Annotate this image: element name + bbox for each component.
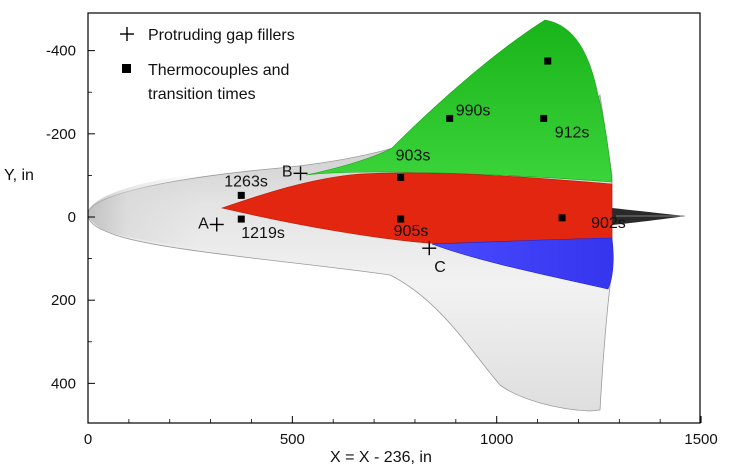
x-tick-label: 1000 bbox=[480, 431, 513, 448]
x-tick-label: 1500 bbox=[684, 431, 717, 448]
blue-region bbox=[431, 237, 614, 290]
gap-filler-marker bbox=[422, 241, 437, 256]
legend-cross-marker bbox=[120, 27, 134, 41]
thermocouple-marker bbox=[540, 114, 548, 122]
y-tick-label: 0 bbox=[68, 209, 76, 226]
x-axis: 0 500 1000 1500 bbox=[84, 416, 718, 448]
legend-label-thermocouples: Thermocouples and bbox=[148, 62, 289, 79]
thermocouple-marker bbox=[397, 173, 405, 181]
y-tick-label: -400 bbox=[46, 43, 76, 60]
legend-label-gap-fillers: Protruding gap fillers bbox=[148, 27, 295, 44]
nose-shading bbox=[88, 174, 200, 248]
gap-filler-label: B bbox=[282, 163, 293, 180]
y-axis: -400 -200 0 200 400 bbox=[46, 43, 95, 392]
thermocouple-marker bbox=[544, 57, 552, 65]
thermocouple-time-label: 1263s bbox=[224, 173, 268, 190]
gap-filler-marker bbox=[209, 217, 224, 232]
thermocouple-marker bbox=[558, 214, 566, 222]
markers: A B C 1263s 1219s 903s 905s 990s 912s 902s bbox=[198, 57, 626, 276]
y-axis-title: Y, in bbox=[4, 167, 34, 184]
thermocouple-time-label: 1219s bbox=[241, 225, 285, 242]
y-tick-label: 400 bbox=[51, 375, 76, 392]
thermocouple-time-label: 903s bbox=[396, 147, 431, 164]
legend: Protruding gap fillers Thermocouples and… bbox=[120, 27, 295, 103]
x-tick-label: 500 bbox=[280, 431, 305, 448]
thermocouple-time-label: 990s bbox=[456, 102, 491, 119]
thermocouple-marker bbox=[237, 191, 245, 199]
legend-square-marker bbox=[122, 64, 131, 73]
tail-tip-region bbox=[612, 208, 686, 225]
legend-label-thermocouples-line2: transition times bbox=[148, 86, 256, 103]
thermocouple-marker bbox=[397, 215, 405, 223]
x-axis-title: X = X - 236, in bbox=[330, 449, 432, 466]
gap-filler-label: A bbox=[198, 215, 209, 232]
plot-frame bbox=[87, 12, 701, 424]
plot-area bbox=[87, 19, 686, 412]
thermocouple-marker bbox=[237, 215, 245, 223]
green-region bbox=[305, 19, 613, 183]
x-tick-label: 0 bbox=[84, 431, 92, 448]
gap-filler-marker bbox=[293, 166, 308, 181]
y-tick-label: -200 bbox=[46, 126, 76, 143]
thermocouple-time-label: 912s bbox=[555, 124, 590, 141]
gap-filler-label: C bbox=[434, 259, 446, 276]
y-tick-label: 200 bbox=[51, 292, 76, 309]
thermocouple-marker bbox=[446, 114, 454, 122]
thermocouple-time-label: 905s bbox=[394, 223, 429, 240]
thermocouple-time-label: 902s bbox=[591, 215, 626, 232]
